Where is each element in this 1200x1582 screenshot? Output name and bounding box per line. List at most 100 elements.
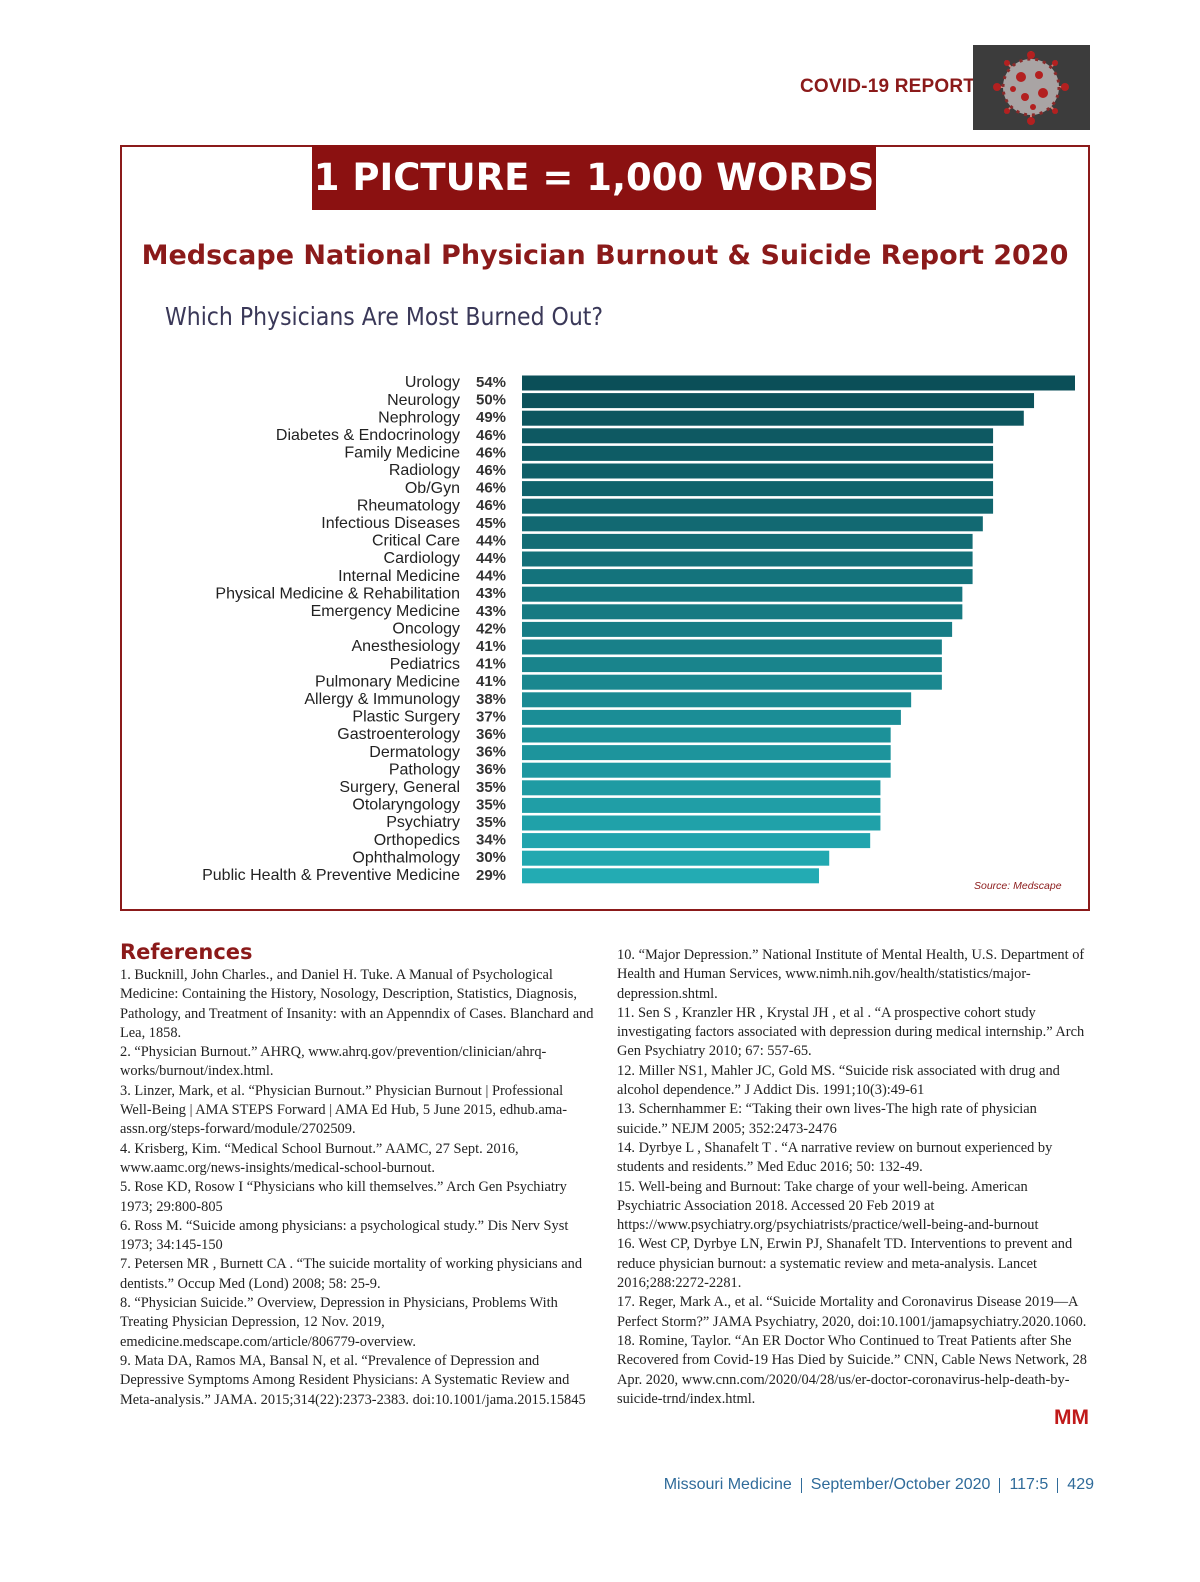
category-label: Orthopedics [374, 832, 460, 849]
value-label: 30% [476, 849, 506, 866]
category-label: Urology [405, 374, 460, 391]
reference: 10. “Major Depression.” National Institu… [617, 947, 1085, 1002]
category-label: Diabetes & Endocrinology [276, 427, 460, 444]
footer: Missouri Medicine September/October 2020… [664, 1476, 1094, 1494]
bar [522, 657, 942, 673]
bar [522, 604, 963, 620]
bar [522, 797, 881, 813]
reference: 12. Miller NS1, Mahler JC, Gold MS. “Sui… [617, 1062, 1060, 1099]
value-label: 46% [476, 427, 506, 444]
chart: Urology 54% Neurology 50% Nephrology 49% Diabe… [202, 374, 1075, 884]
bar [522, 410, 1024, 426]
category-label: Rheumatology [357, 497, 460, 514]
banner: 1 PICTURE = 1,000 WORDS [312, 145, 876, 210]
category-label: Pediatrics [390, 656, 460, 673]
value-label: 38% [476, 691, 506, 708]
category-label: Allergy & Immunology [304, 691, 460, 708]
value-label: 41% [476, 673, 506, 690]
category-label: Gastroenterology [337, 726, 460, 743]
category-label: Family Medicine [344, 445, 460, 462]
reference: 11. Sen S , Kranzler HR , Krystal JH , e… [617, 1004, 1085, 1060]
chart-title: Medscape National Physician Burnout & Su… [141, 240, 1069, 271]
bar [522, 639, 942, 655]
reference: 5. Rose KD, Rosow I “Physicians who kill… [120, 1179, 567, 1215]
category-label: Ob/Gyn [405, 480, 460, 497]
category-label: Pathology [389, 761, 460, 778]
bar [522, 780, 881, 796]
category-label: Infectious Diseases [321, 515, 460, 532]
bar [522, 533, 973, 549]
value-label: 37% [476, 708, 506, 725]
references-title: References [120, 940, 253, 964]
value-label: 46% [476, 462, 506, 479]
separator [999, 1477, 1001, 1493]
reference: 13. Schernhammer E: “Taking their own li… [617, 1101, 1037, 1137]
virus-image [973, 45, 1090, 130]
reference: 9. Mata DA, Ramos MA, Bansal N, et al. “… [120, 1352, 586, 1408]
value-label: 36% [476, 726, 506, 743]
category-label: Oncology [392, 621, 460, 638]
value-label: 35% [476, 814, 506, 831]
category-label: Dermatology [369, 744, 460, 761]
bar [522, 516, 983, 532]
category-label: Nephrology [378, 409, 460, 426]
bar [522, 745, 891, 761]
value-label: 43% [476, 603, 506, 620]
volume: 117:5 [1009, 1476, 1049, 1493]
reference: 18. Romine, Taylor. “An ER Doctor Who Co… [617, 1332, 1087, 1407]
bar [522, 850, 830, 866]
bar [522, 445, 994, 461]
bar [522, 727, 891, 743]
chart-subtitle: Which Physicians Are Most Burned Out? [165, 302, 604, 331]
category-label: Ophthalmology [352, 849, 460, 866]
value-label: 36% [476, 761, 506, 778]
bar [522, 692, 912, 708]
value-label: 46% [476, 444, 506, 461]
value-label: 41% [476, 638, 506, 655]
category-label: Public Health & Preventive Medicine [202, 867, 460, 884]
reference: 16. West CP, Dyrbye LN, Erwin PJ, Shanaf… [617, 1236, 1073, 1292]
value-label: 36% [476, 744, 506, 761]
page-number: 429 [1067, 1476, 1094, 1493]
category-label: Anesthesiology [351, 638, 460, 655]
category-label: Internal Medicine [338, 568, 460, 585]
bar [522, 498, 994, 514]
separator [800, 1477, 802, 1493]
bar [522, 762, 891, 778]
value-label: 44% [476, 550, 506, 567]
bar [522, 868, 819, 884]
value-label: 46% [476, 480, 506, 497]
category-label: Emergency Medicine [311, 603, 461, 620]
bar [522, 621, 953, 637]
category-label: Psychiatry [386, 814, 460, 831]
bar [522, 815, 881, 831]
category-label: Neurology [387, 392, 460, 409]
section-label: COVID-19 REPORT [800, 76, 976, 97]
value-label: 29% [476, 867, 506, 884]
category-label: Plastic Surgery [352, 709, 460, 726]
bar [522, 709, 901, 725]
issue-date: September/October 2020 [810, 1476, 991, 1493]
value-label: 50% [476, 392, 506, 409]
bar [522, 569, 973, 585]
bar [522, 551, 973, 567]
value-label: 42% [476, 620, 506, 637]
value-label: 35% [476, 779, 506, 796]
bar [522, 586, 963, 602]
reference: 7. Petersen MR , Burnett CA . “The suici… [120, 1256, 583, 1292]
value-label: 35% [476, 796, 506, 813]
reference: 17. Reger, Mark A., et al. “Suicide Mort… [617, 1294, 1087, 1330]
value-label: 43% [476, 585, 506, 602]
reference: 14. Dyrbye L , Shanafelt T . “A narrativ… [617, 1139, 1053, 1176]
value-label: 41% [476, 656, 506, 673]
reference: 2. “Physician Burnout.” AHRQ, www.ahrq.g… [120, 1044, 547, 1080]
source-note: Source: Medscape [974, 880, 1062, 892]
references-column: 10. “Major Depression.” National Institu… [617, 946, 1091, 1409]
reference: 8. “Physician Suicide.” Overview, Depres… [120, 1295, 558, 1350]
bar [522, 428, 994, 444]
category-label: Cardiology [384, 550, 460, 567]
end-mark: MM [1054, 1406, 1089, 1429]
reference: 1. Bucknill, John Charles., and Daniel H… [120, 967, 594, 1041]
reference: 15. Well-being and Burnout: Take charge … [617, 1178, 1039, 1234]
value-label: 44% [476, 532, 506, 549]
